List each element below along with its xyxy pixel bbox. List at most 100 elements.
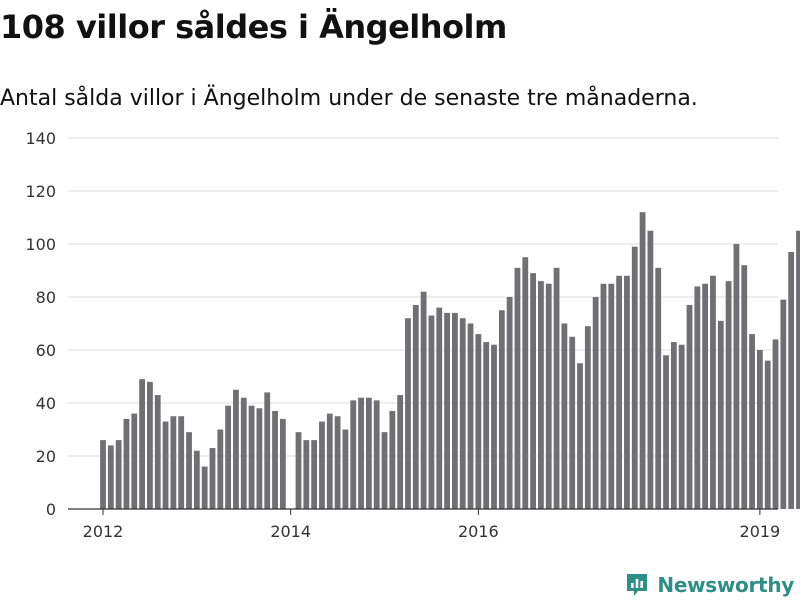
bar bbox=[240, 397, 247, 509]
brand-footer: Newsworthy bbox=[625, 572, 794, 598]
bar bbox=[663, 355, 669, 509]
y-axis: 0 20 40 60 80 100 120 140 bbox=[25, 129, 56, 519]
bar bbox=[381, 432, 388, 509]
y-tick-label: 140 bbox=[25, 129, 56, 148]
bar bbox=[514, 267, 521, 509]
bar bbox=[717, 320, 724, 509]
bar bbox=[225, 405, 232, 509]
bar bbox=[475, 334, 482, 509]
bar bbox=[334, 416, 341, 509]
bar bbox=[483, 342, 490, 509]
bar bbox=[100, 440, 106, 509]
bar bbox=[279, 418, 286, 509]
x-tick-label: 2014 bbox=[270, 522, 311, 541]
bar-series bbox=[100, 212, 800, 509]
bar bbox=[373, 400, 380, 509]
bar bbox=[436, 307, 443, 509]
bar bbox=[115, 440, 122, 509]
bar bbox=[264, 392, 271, 509]
bar bbox=[193, 450, 200, 509]
bar bbox=[405, 318, 411, 509]
bar bbox=[530, 273, 536, 509]
bar bbox=[561, 323, 568, 509]
bar bbox=[538, 281, 544, 509]
bar bbox=[467, 323, 474, 509]
bar bbox=[319, 421, 325, 509]
bar bbox=[272, 410, 278, 509]
bar bbox=[444, 312, 450, 509]
bar bbox=[694, 286, 701, 509]
x-axis: 2012201420162019202120232025 bbox=[83, 509, 781, 541]
y-tick-label: 80 bbox=[36, 288, 56, 307]
bar bbox=[725, 281, 732, 509]
bar bbox=[459, 318, 466, 509]
bar bbox=[123, 418, 130, 509]
bar bbox=[162, 421, 169, 509]
bar bbox=[772, 339, 779, 509]
bar bbox=[702, 283, 709, 509]
bar bbox=[764, 360, 771, 509]
bar bbox=[631, 246, 638, 509]
bar bbox=[420, 291, 427, 509]
bar bbox=[577, 363, 583, 509]
bar bbox=[522, 257, 529, 509]
bar bbox=[624, 275, 630, 509]
bar bbox=[592, 297, 599, 509]
bar bbox=[233, 389, 239, 509]
bar bbox=[686, 304, 693, 509]
bar bbox=[350, 400, 357, 509]
bar bbox=[248, 405, 255, 509]
bar bbox=[428, 315, 435, 509]
x-tick-label: 2019 bbox=[740, 522, 781, 541]
bar bbox=[412, 304, 419, 509]
bar bbox=[678, 344, 685, 509]
bar bbox=[670, 342, 677, 509]
bar bbox=[647, 230, 654, 509]
bar bbox=[303, 440, 310, 509]
chart-subtitle: Antal sålda villor i Ängelholm under de … bbox=[0, 86, 698, 111]
y-tick-label: 40 bbox=[36, 394, 56, 413]
bar bbox=[498, 310, 505, 509]
bar bbox=[756, 350, 763, 509]
bar bbox=[147, 381, 153, 509]
bar bbox=[365, 397, 372, 509]
bar bbox=[491, 344, 497, 509]
bar bbox=[710, 275, 716, 509]
bar bbox=[326, 413, 333, 509]
bar bbox=[311, 440, 318, 509]
bar bbox=[569, 336, 576, 509]
bar bbox=[545, 283, 552, 509]
bar bbox=[397, 395, 404, 509]
bar bbox=[154, 395, 161, 509]
x-tick-label: 2012 bbox=[83, 522, 124, 541]
bar bbox=[295, 432, 302, 509]
bar bbox=[107, 445, 114, 509]
x-tick-label: 2016 bbox=[458, 522, 499, 541]
bar bbox=[178, 416, 185, 509]
bar bbox=[256, 408, 263, 509]
bar bbox=[788, 251, 795, 509]
newsworthy-logo-icon bbox=[627, 574, 648, 596]
bar bbox=[796, 230, 800, 509]
bar bbox=[139, 379, 145, 509]
bar bbox=[506, 297, 513, 509]
y-tick-label: 20 bbox=[36, 447, 56, 466]
bar bbox=[655, 267, 662, 509]
bar bbox=[780, 299, 787, 509]
bar bbox=[452, 312, 458, 509]
bar bbox=[733, 244, 740, 509]
brand-name: Newsworthy bbox=[657, 573, 794, 597]
bar bbox=[209, 448, 216, 509]
bar bbox=[749, 334, 755, 509]
bar bbox=[639, 212, 646, 509]
bar bbox=[358, 397, 364, 509]
bar bbox=[741, 265, 748, 509]
y-tick-label: 0 bbox=[46, 500, 56, 519]
bar bbox=[584, 326, 591, 509]
bar bbox=[342, 429, 349, 509]
y-tick-label: 100 bbox=[25, 235, 56, 254]
bar bbox=[201, 466, 208, 509]
bar bbox=[131, 413, 138, 509]
y-tick-label: 120 bbox=[25, 182, 56, 201]
